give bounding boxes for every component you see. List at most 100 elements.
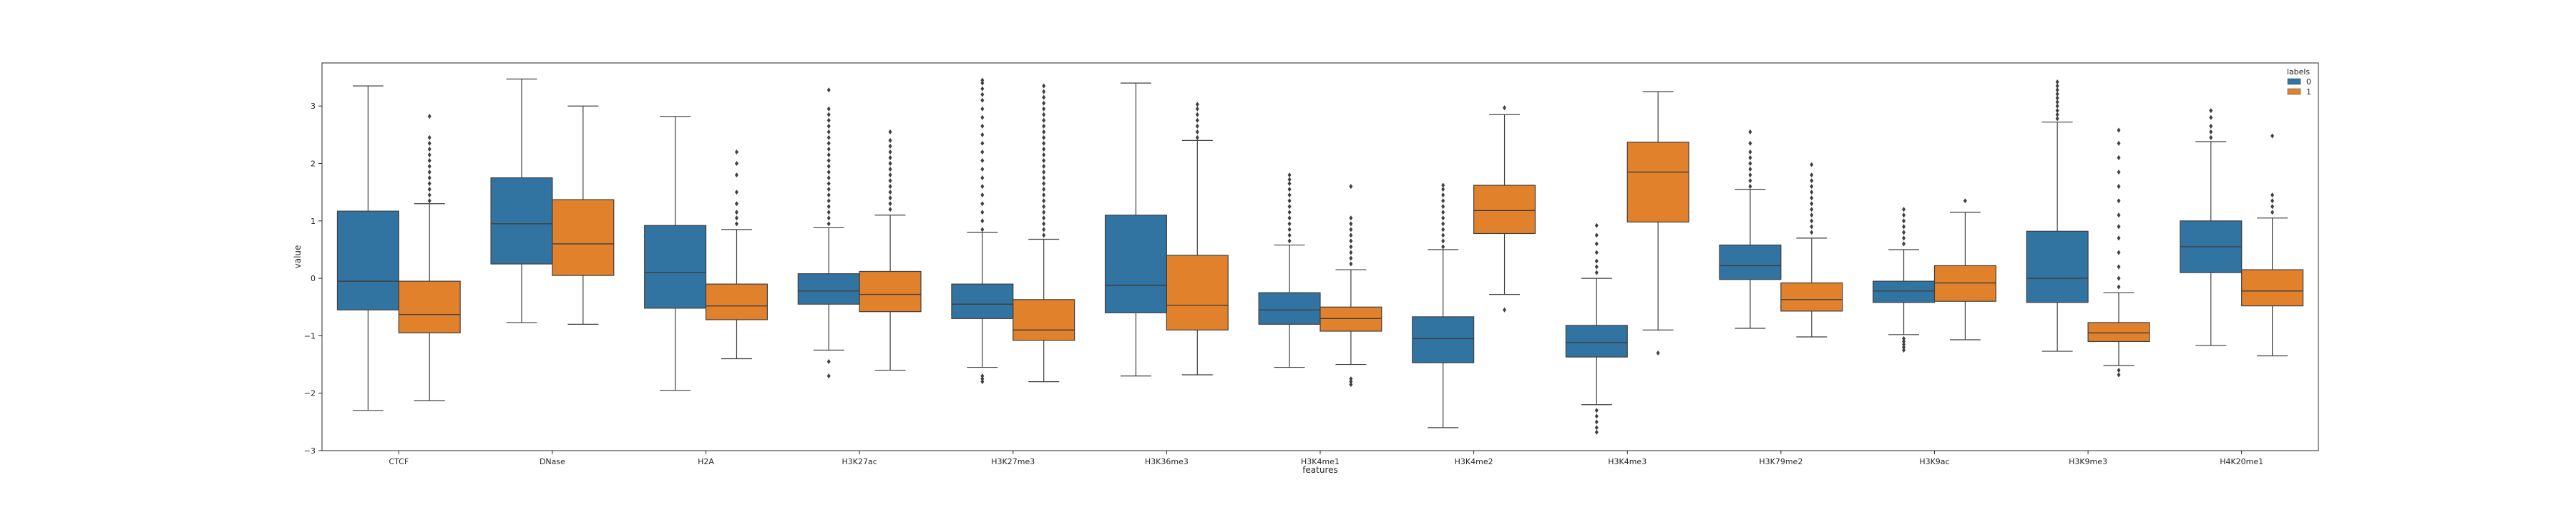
outlier-point: [980, 158, 985, 164]
outlier-point: [1503, 307, 1507, 313]
outlier-point: [427, 164, 431, 170]
outlier-point: [2270, 192, 2275, 198]
outlier-point: [1042, 170, 1046, 175]
x-tick-label: H3K27me3: [991, 457, 1035, 466]
outlier-point: [1810, 230, 1814, 235]
outlier-point: [980, 210, 985, 215]
outlier-point: [826, 112, 831, 117]
outlier-point: [1441, 198, 1445, 204]
outlier-point: [826, 198, 831, 204]
outlier-point: [1349, 244, 1353, 250]
outlier-point: [1810, 162, 1814, 167]
box-H3K27ac-label-1: [859, 129, 922, 371]
outlier-point: [427, 181, 431, 187]
outlier-point: [826, 117, 831, 123]
outlier-point: [1902, 224, 1906, 230]
outlier-point: [826, 140, 831, 146]
outlier-point: [1594, 264, 1599, 270]
outlier-point: [1656, 350, 1660, 355]
outlier-point: [1042, 123, 1046, 129]
box-H3K9ac-label-1: [1933, 198, 1996, 340]
outlier-point: [1042, 158, 1046, 164]
outlier-point: [826, 210, 831, 215]
iqr-box: [644, 225, 707, 309]
outlier-point: [2055, 79, 2059, 84]
outlier-point: [1902, 218, 1906, 224]
outlier-point: [734, 149, 738, 154]
outlier-point: [980, 184, 985, 190]
outlier-point: [2209, 114, 2213, 120]
outlier-point: [1287, 204, 1292, 210]
outlier-point: [1748, 140, 1752, 146]
outlier-point: [1748, 154, 1752, 160]
x-axis: CTCF DNase H2A H3K27ac H3K27me3 H3K36me3 H3K4m…: [389, 451, 2263, 466]
outlier-point: [980, 86, 985, 92]
outlier-point: [1042, 232, 1046, 238]
outlier-point: [1287, 210, 1292, 215]
outlier-point: [2117, 372, 2121, 378]
box-H3K27ac-label-0: [797, 87, 860, 379]
outlier-point: [2055, 116, 2059, 122]
outlier-point: [1287, 238, 1292, 244]
outlier-point: [2055, 108, 2059, 114]
outlier-point: [1349, 261, 1353, 267]
iqr-box: [1412, 316, 1475, 363]
outlier-point: [427, 198, 431, 204]
outlier-point: [1810, 195, 1814, 201]
outlier-point: [980, 92, 985, 97]
box-H3K4me1-label-1: [1319, 184, 1382, 388]
outlier-point: [888, 161, 892, 167]
outlier-point: [734, 210, 738, 215]
outlier-point: [1902, 335, 1906, 341]
outlier-point: [826, 134, 831, 140]
outlier-point: [1042, 146, 1046, 152]
outlier-point: [1042, 89, 1046, 94]
outlier-point: [1902, 344, 1906, 350]
outlier-point: [980, 373, 985, 379]
outlier-point: [1287, 172, 1292, 178]
outlier-point: [980, 376, 985, 382]
outlier-point: [1594, 222, 1599, 228]
outlier-point: [1042, 175, 1046, 181]
outlier-point: [1810, 201, 1814, 207]
outlier-point: [1810, 172, 1814, 178]
outlier-point: [888, 137, 892, 143]
outlier-point: [2270, 198, 2275, 204]
x-tick-label: H3K4me3: [1608, 457, 1646, 466]
iqr-box: [1166, 255, 1229, 330]
x-tick-label: H3K79me2: [1759, 457, 1802, 466]
iqr-box: [1104, 215, 1167, 313]
outlier-point: [1349, 221, 1353, 227]
outlier-point: [1441, 232, 1445, 238]
outlier-point: [1810, 178, 1814, 184]
outlier-point: [888, 129, 892, 134]
outlier-point: [1287, 192, 1292, 198]
iqr-box: [859, 270, 922, 313]
outlier-point: [1441, 182, 1445, 188]
iqr-box: [2087, 322, 2150, 343]
outlier-point: [1441, 204, 1445, 210]
outlier-point: [980, 97, 985, 103]
outlier-point: [826, 170, 831, 175]
iqr-box: [1473, 185, 1536, 235]
outlier-point: [734, 190, 738, 195]
y-tick-label: 0: [311, 274, 316, 283]
outlier-point: [888, 172, 892, 178]
outlier-point: [427, 187, 431, 192]
outlier-point: [2270, 204, 2275, 210]
outlier-point: [1810, 190, 1814, 195]
x-tick-label: H3K4me2: [1455, 457, 1493, 466]
iqr-box: [705, 283, 768, 320]
iqr-box: [1013, 299, 1075, 341]
outlier-point: [1042, 181, 1046, 187]
x-tick-label: H3K9me3: [2069, 457, 2107, 466]
outlier-point: [888, 149, 892, 154]
outlier-point: [888, 184, 892, 190]
outlier-point: [1810, 212, 1814, 218]
outlier-point: [826, 359, 831, 365]
outlier-point: [1042, 106, 1046, 112]
y-tick-label: −2: [304, 389, 316, 398]
iqr-box: [951, 283, 1014, 319]
outlier-point: [1195, 117, 1199, 123]
outlier-point: [1902, 338, 1906, 344]
